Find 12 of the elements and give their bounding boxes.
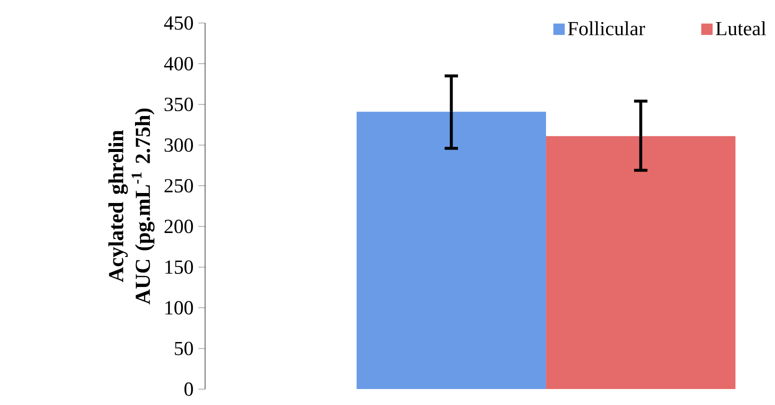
y-tick-label: 300 bbox=[164, 138, 193, 152]
y-tick-label: 150 bbox=[165, 260, 193, 274]
legend-label: Luteal bbox=[716, 21, 766, 36]
y-tick-label: 400 bbox=[164, 56, 193, 70]
y-tick-label: 50 bbox=[174, 342, 193, 356]
y-tick-label: 100 bbox=[165, 300, 193, 314]
y-tick-label: 450 bbox=[164, 16, 193, 30]
legend-label: Follicular bbox=[568, 21, 646, 36]
y-tick-label: 200 bbox=[164, 220, 193, 234]
y-tick-label: 250 bbox=[164, 178, 193, 192]
y-tick-label: 350 bbox=[164, 98, 193, 112]
y-tick-label: 0 bbox=[184, 382, 193, 396]
